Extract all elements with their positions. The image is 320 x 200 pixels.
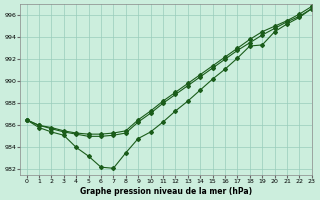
- X-axis label: Graphe pression niveau de la mer (hPa): Graphe pression niveau de la mer (hPa): [80, 187, 252, 196]
